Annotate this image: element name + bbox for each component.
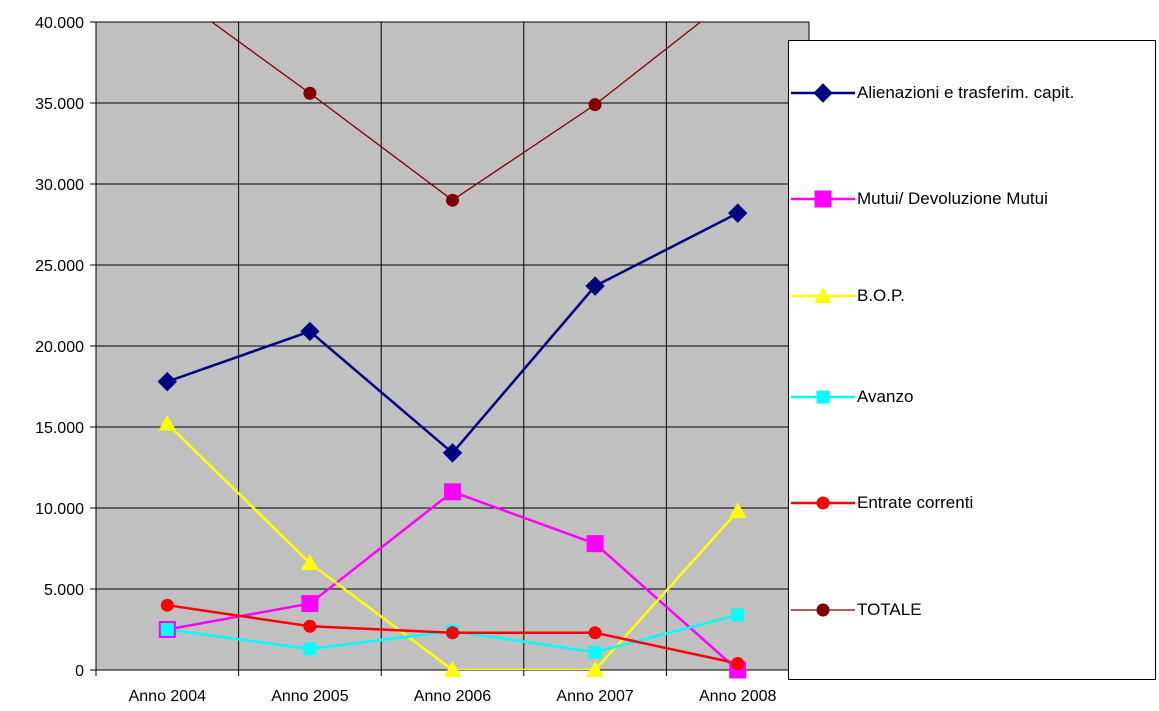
series-line-b-o-p xyxy=(166,422,739,670)
y-axis-tick-labels: 0 5.000 10.000 15.000 20.000 25.000 30.000 35.0… xyxy=(35,15,84,680)
data-point-totale xyxy=(446,193,459,207)
data-point-totale xyxy=(303,86,317,100)
x-tick-label: Anno 2007 xyxy=(556,688,634,705)
data-point-entrate-correnti xyxy=(731,657,745,671)
legend-label: B.O.P. xyxy=(857,286,905,305)
data-point-entrate-correnti xyxy=(446,626,459,640)
y-tick-label: 15.000 xyxy=(35,420,84,437)
data-point-avanzo xyxy=(731,608,745,622)
data-point-totale xyxy=(588,98,602,112)
data-point-alienazioni-e-trasferim-capit xyxy=(727,203,748,223)
legend-swatch-b-o-p xyxy=(791,286,855,303)
y-tick-label: 20.000 xyxy=(35,339,84,356)
legend-swatch-mutui-devoluzione-mutui xyxy=(791,190,855,208)
y-tick-label: 40.000 xyxy=(35,15,84,32)
legend: Alienazioni e trasferim. capit. Mutui/ De… xyxy=(788,40,1156,680)
data-point-b-o-p xyxy=(443,660,462,677)
legend-label: Alienazioni e trasferim. capit. xyxy=(857,83,1075,102)
x-tick-label: Anno 2006 xyxy=(414,688,492,705)
data-point-alienazioni-e-trasferim-capit xyxy=(585,276,605,296)
data-point-avanzo xyxy=(303,642,317,656)
data-point-mutui-devoluzione-mutui xyxy=(586,535,604,553)
data-point-avanzo xyxy=(160,623,174,636)
x-axis-tick-labels: Anno 2004 Anno 2005 Anno 2006 Anno 2007 Anno… xyxy=(129,688,777,705)
legend-item-avanzo: Avanzo xyxy=(789,385,913,409)
legend-label: Entrate correnti xyxy=(857,493,974,512)
legend-label: TOTALE xyxy=(857,600,922,619)
x-tick-label: Anno 2008 xyxy=(699,688,777,705)
legend-swatch-entrate-correnti xyxy=(791,496,855,510)
y-tick-label: 30.000 xyxy=(35,177,84,194)
data-point-alienazioni-e-trasferim-capit xyxy=(442,443,463,463)
data-point-b-o-p xyxy=(586,660,604,677)
marker-layer xyxy=(157,86,748,679)
y-tick-label: 5.000 xyxy=(44,582,84,599)
data-point-avanzo xyxy=(588,645,602,659)
data-point-b-o-p xyxy=(301,554,319,570)
data-point-alienazioni-e-trasferim-capit xyxy=(157,371,178,392)
x-tick-label: Anno 2004 xyxy=(129,688,207,705)
data-point-entrate-correnti xyxy=(303,619,317,633)
y-tick-label: 10.000 xyxy=(35,501,84,518)
legend-label: Avanzo xyxy=(857,387,914,406)
legend-swatch-totale xyxy=(791,603,855,617)
legend-swatch-avanzo xyxy=(791,390,855,404)
y-tick-label: 0 xyxy=(75,663,84,680)
legend-item-entrate-correnti: Entrate correnti xyxy=(789,491,973,515)
data-point-b-o-p xyxy=(728,502,747,519)
legend-item-totale: TOTALE xyxy=(789,598,922,622)
x-tick-label: Anno 2005 xyxy=(271,688,349,705)
data-point-b-o-p xyxy=(158,414,177,431)
data-point-alienazioni-e-trasferim-capit xyxy=(300,321,320,342)
legend-item-b-o-p: B.O.P. xyxy=(789,284,905,308)
data-point-mutui-devoluzione-mutui xyxy=(444,483,461,501)
data-point-entrate-correnti xyxy=(160,598,174,612)
legend-swatch-alienazioni-e-trasferim-capit xyxy=(791,83,855,103)
y-tick-label: 25.000 xyxy=(35,258,84,275)
data-point-entrate-correnti xyxy=(588,626,602,640)
legend-item-alienazioni-e-trasferim-capit: Alienazioni e trasferim. capit. xyxy=(789,81,1074,105)
y-tick-label: 35.000 xyxy=(35,96,84,113)
legend-item-mutui-devoluzione-mutui: Mutui/ Devoluzione Mutui xyxy=(789,187,1048,211)
data-point-mutui-devoluzione-mutui xyxy=(301,595,319,613)
legend-label: Mutui/ Devoluzione Mutui xyxy=(857,189,1048,208)
